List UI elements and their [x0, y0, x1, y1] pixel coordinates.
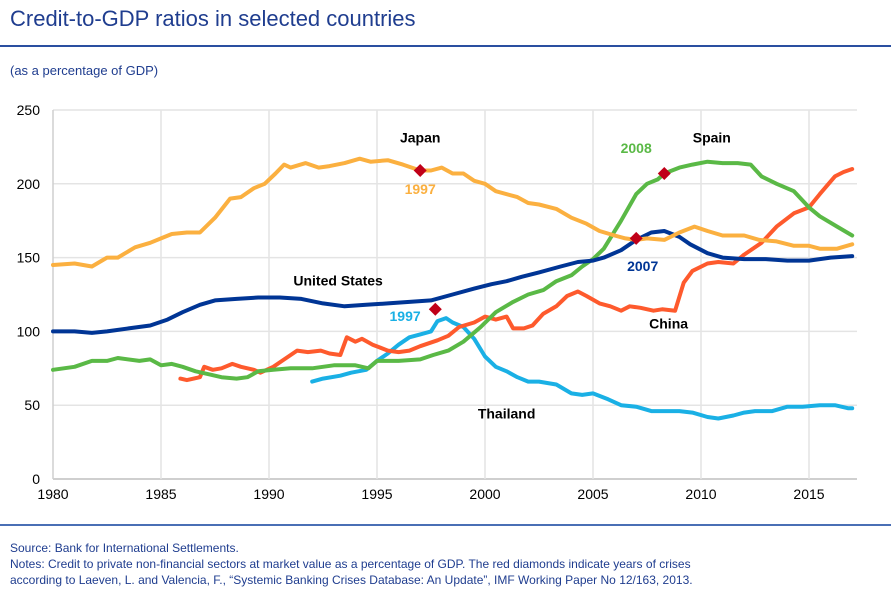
annotation-label: 2007	[627, 258, 658, 274]
x-tick-label: 2010	[685, 486, 716, 502]
x-tick-label: 2015	[793, 486, 824, 502]
series-line-japan	[51, 156, 855, 269]
series-line-spain	[51, 159, 855, 381]
footer-notes: Source: Bank for International Settlemen…	[10, 540, 890, 588]
series-line-thailand	[310, 316, 855, 421]
annotation-label: 2008	[621, 140, 652, 156]
x-tick-label: 1995	[361, 486, 392, 502]
x-tick-label: 2005	[577, 486, 608, 502]
annotation-label: 1997	[390, 308, 421, 324]
crisis-marker-united-states	[629, 231, 643, 245]
y-tick-label: 0	[32, 471, 40, 487]
series-line-united-states	[51, 229, 855, 335]
crisis-marker-japan	[413, 164, 427, 178]
series-lines	[51, 156, 855, 421]
annotations: Japan United States Spain China Thailand 1997…	[293, 129, 730, 421]
annotation-label: Spain	[693, 129, 731, 145]
annotation-label: Thailand	[478, 405, 536, 421]
grid	[52, 109, 857, 480]
y-tick-label: 150	[17, 250, 41, 266]
y-tick-label: 100	[17, 323, 41, 339]
notes-line-1: Notes: Credit to private non-financial s…	[10, 557, 691, 571]
x-tick-label: 1985	[145, 486, 176, 502]
title-divider	[0, 45, 891, 47]
crisis-markers	[413, 164, 671, 316]
annotation-label: 1997	[405, 181, 436, 197]
crisis-marker-spain	[657, 166, 671, 180]
series-line-china	[178, 167, 855, 383]
y-tick-label: 250	[17, 102, 41, 118]
source-text: Source: Bank for International Settlemen…	[10, 541, 239, 555]
x-tick-label: 2000	[469, 486, 500, 502]
x-tick-label: 1990	[253, 486, 284, 502]
chart-title: Credit-to-GDP ratios in selected countri…	[10, 6, 416, 31]
x-tick-label: 1980	[37, 486, 68, 502]
annotation-label: Japan	[400, 129, 440, 145]
footer-divider	[0, 524, 891, 526]
notes-line-2: according to Laeven, L. and Valencia, F.…	[10, 573, 693, 587]
chart-subtitle: (as a percentage of GDP)	[10, 63, 159, 78]
annotation-label: China	[649, 315, 688, 331]
crisis-marker-thailand	[428, 302, 442, 316]
annotation-label: United States	[293, 273, 383, 289]
y-tick-label: 50	[24, 397, 40, 413]
axes: 0 50 100 150 200 250 1980 1985 1990 1995 2000 2005 2…	[17, 102, 825, 502]
y-tick-label: 200	[17, 176, 41, 192]
